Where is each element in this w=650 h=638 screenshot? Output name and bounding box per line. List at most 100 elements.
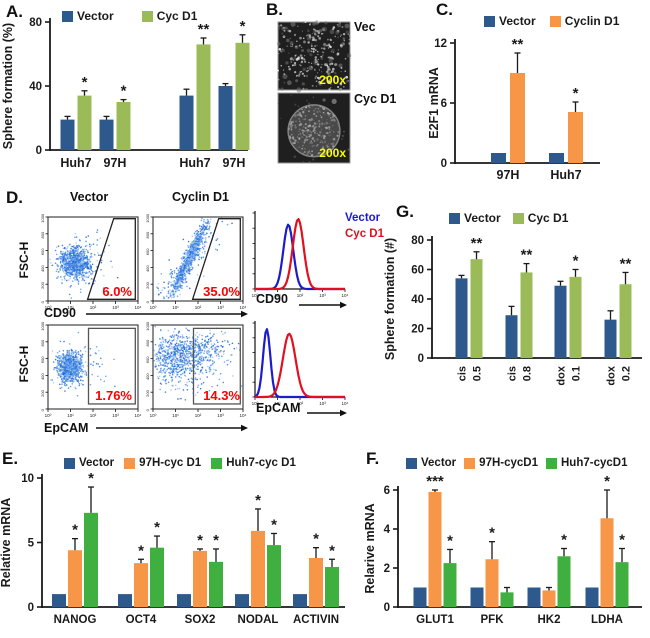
x-tick-label: 10² [90,305,97,310]
cell-speckle [285,38,290,43]
histogram-plot: 10⁰ 10¹ 10² 10³ 10⁴ [252,321,349,417]
y-tick-label: 1000 [145,321,150,331]
cell-speckle [320,33,323,35]
cell-speckle [276,42,281,46]
magnification-label: 200x [319,73,346,87]
y-tick-label: 4 [384,524,391,536]
hist-x-tick-label: 10² [297,293,304,298]
y-tick-label: 800 [40,231,45,238]
scatter-dots [156,217,233,300]
bars: * * * * * * * * * * [52,470,339,607]
cell-speckle [316,44,318,47]
cell-speckle [329,29,335,35]
y-tick-label: 400 [145,265,150,272]
cell-speckle [277,88,281,91]
panel-e-label: E. [2,449,19,468]
y-tick-label: 0 [40,408,45,411]
y-axis-title: Sphere formation (#) [383,238,397,360]
x-tick-label: 10² [90,413,97,418]
y-tick-label: 200 [40,389,45,396]
cell-speckle [317,77,321,80]
cell-speckle [282,74,288,80]
cell-speckle [280,65,282,67]
legend-label: Vector [421,457,457,469]
bg-speckle [322,145,325,148]
bg-speckle [307,118,310,121]
cell-speckle [316,30,319,33]
cell-speckle [302,37,305,40]
cell-speckle [334,35,336,38]
x-category-label: Huh7 [550,168,581,182]
legend-item: Cyc D1 [512,211,568,225]
cell-speckle [311,62,313,64]
legend-item: Vector [406,457,456,469]
y-tick-label: 0 [441,158,447,170]
bar [455,278,468,358]
scatter-plot: 0 200 400 600 800 1000 10⁰ 10¹ 10² 10³ 10⁴ [40,321,142,418]
cell-speckle [305,74,309,78]
y-tick-label: 600 [145,356,150,363]
bg-speckle [302,161,304,163]
bg-speckle [308,161,311,163]
hist-legend-cycd1: Cyc D1 [345,228,384,240]
bar [443,563,457,607]
bar [619,284,632,358]
cell-speckle [281,32,284,35]
scatter-plot: 0 200 400 600 800 1000 10⁰ 10¹ 10² 10³ 10⁴ [145,213,247,310]
cell-speckle [314,69,316,71]
x-category-label: SOX2 [185,614,216,626]
cell-speckle [300,64,302,67]
bg-speckle [290,94,292,96]
cell-speckle [328,58,333,63]
cell-speckle [317,64,320,66]
y-tick-label: 12 [434,38,447,50]
cell-speckle [308,23,311,26]
bg-speckle [321,118,324,120]
legend-panel-f: Vector 97H-cycD1 Huh7-cycD1 [406,457,627,469]
y-tick-label: 600 [40,248,45,255]
cell-speckle [306,48,311,53]
cell-speckle [304,55,306,57]
bar [549,153,564,163]
cell-speckle [292,59,295,61]
bar [470,587,484,607]
magnification-label: 200x [319,146,346,160]
legend-swatch [211,457,223,469]
x-tick-label: 10¹ [172,305,179,310]
cell-speckle [340,34,342,36]
bars: **** * ** [455,235,632,358]
bar [554,285,567,358]
hist-curve-blue [253,328,345,399]
bar [52,594,66,607]
cell-speckle [320,56,324,60]
cell-speckle [328,63,332,66]
cell-speckle [342,37,346,40]
scatter-dots [50,331,116,397]
significance-label: * [82,74,88,91]
x-category-label: cis [457,366,469,381]
significance-label: ** [471,235,483,252]
y-tick-label: 800 [145,231,150,238]
cell-speckle [328,88,331,91]
cell-speckle [330,87,332,89]
y-tick-label: 0 [40,300,45,303]
significance-label: * [271,516,277,533]
bar [485,559,499,607]
significance-label: * [121,83,127,100]
cell-speckle [277,78,280,81]
gate-polygon [86,218,136,300]
scatter-dots [49,229,119,299]
panel-d-flow: 0 200 400 600 800 1000 10⁰ 10¹ 10² 10³ 10⁴ 0 200 400 6… [0,185,390,440]
y-tick-label: 5 [28,538,35,550]
hist-legend-vector: Vector [345,212,381,224]
x-category-label: 0.2 [621,366,633,381]
x-tick-label: 10⁰ [150,305,157,310]
significance-label: * [313,531,319,548]
x-category-label: 0.8 [522,366,534,381]
cell-speckle [318,29,323,33]
cell-speckle [337,85,340,88]
y-tick-label: 200 [40,281,45,288]
legend-swatch [512,212,524,224]
bar [604,319,617,358]
